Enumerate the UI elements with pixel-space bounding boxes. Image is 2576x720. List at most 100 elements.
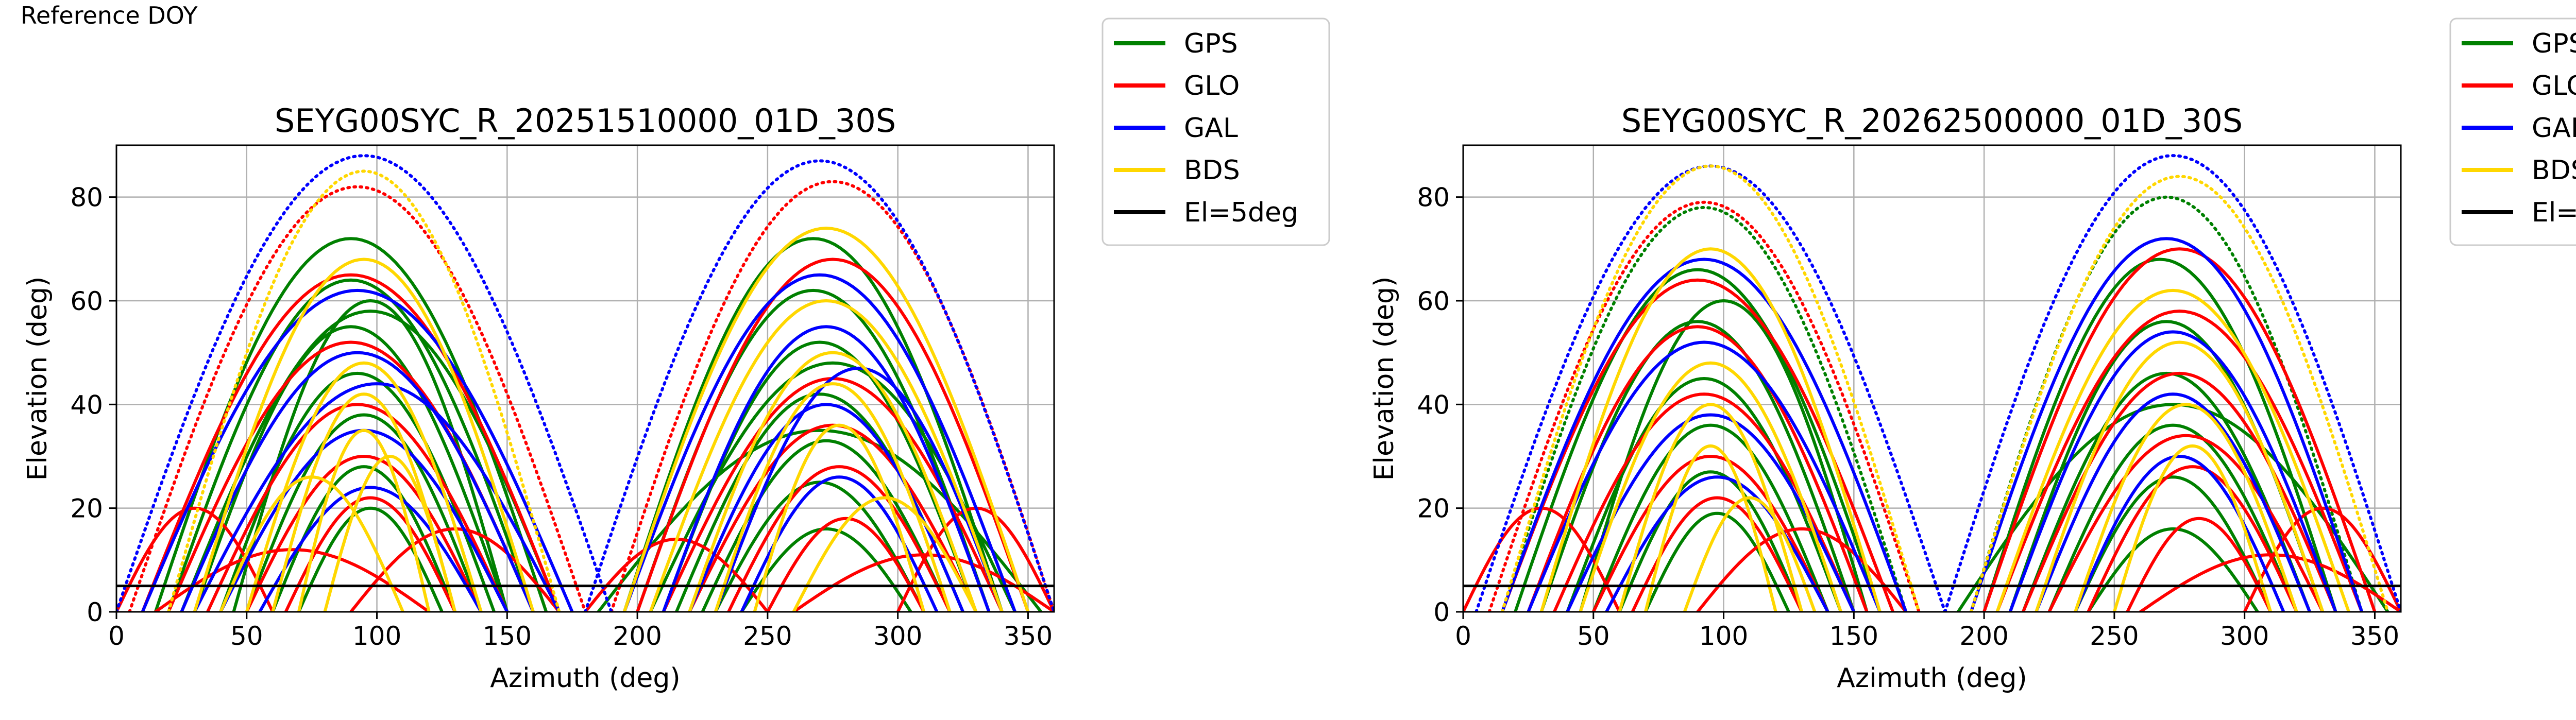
satellite-track [271, 392, 457, 612]
legend-label: GPS [1184, 28, 1238, 59]
satellite-track [1643, 444, 1777, 612]
satellite-track [245, 413, 483, 612]
satellite-track [1500, 164, 1921, 612]
y-axis-label: Elevation (deg) [1369, 277, 1400, 481]
satellite-track [219, 475, 405, 612]
satellite-track [1643, 511, 1790, 612]
plot-area [1463, 154, 2401, 612]
satellite-track [1579, 361, 1843, 612]
satellite-track [636, 258, 1030, 612]
y-tick-label: 20 [1417, 494, 1450, 524]
satellite-track [609, 180, 1054, 612]
satellite-track [1487, 200, 1921, 612]
x-tick-label: 300 [2220, 621, 2269, 651]
x-tick-label: 150 [483, 621, 532, 651]
series-gal [116, 154, 1054, 612]
satellite-track [1579, 299, 1869, 612]
y-tick-label: 40 [1417, 390, 1450, 420]
y-tick-label: 60 [1417, 286, 1450, 316]
x-tick-label: 200 [613, 621, 662, 651]
legend-label: GAL [2532, 113, 2576, 144]
satellite-track [688, 403, 965, 612]
series-bds [1500, 164, 2389, 612]
x-tick-label: 250 [743, 621, 792, 651]
satellite-track [1969, 237, 2364, 612]
satellite-track [1539, 247, 1882, 612]
chart-title: SEYG00SYC_R_20251510000_01D_30S [275, 102, 896, 140]
satellite-track [323, 454, 457, 612]
legend-label: GLO [1184, 71, 1240, 101]
satellite-track [2243, 506, 2401, 612]
x-tick-label: 250 [2090, 621, 2139, 651]
y-tick-label: 80 [1417, 183, 1450, 213]
figure-header: Reference DOY [21, 2, 198, 29]
satellite-track [662, 325, 991, 612]
satellite-track [116, 154, 613, 612]
satellite-track [714, 382, 952, 612]
series-bds [167, 169, 1030, 612]
y-tick-label: 20 [70, 494, 103, 524]
axes-frame [115, 144, 1055, 613]
x-tick-label: 150 [1829, 621, 1878, 651]
satellite-track [2021, 371, 2312, 612]
legend: GPS GLO GAL BDS El=5deg [2449, 18, 2576, 246]
x-axis-label: Azimuth (deg) [490, 663, 680, 694]
satellite-track [2047, 434, 2325, 612]
satellite-track [584, 159, 1054, 612]
satellite-track [1605, 475, 1829, 612]
satellite-track [766, 517, 926, 612]
satellite-track [1591, 423, 1829, 612]
satellite-track [2021, 371, 2337, 612]
y-tick-label: 0 [87, 597, 103, 627]
satellite-track [1982, 247, 2377, 612]
satellite-track [688, 351, 978, 612]
satellite-track [2035, 392, 2312, 612]
legend-label: GAL [1184, 113, 1238, 144]
satellite-track [245, 361, 483, 612]
y-axis-label: Elevation (deg) [22, 277, 53, 481]
legend-label: El=5deg [2532, 197, 2576, 228]
legend-label: GLO [2532, 71, 2576, 101]
satellite-track [1514, 268, 1882, 612]
satellite-track [2035, 340, 2325, 612]
satellite-track [2112, 444, 2273, 612]
legend-box [2449, 18, 2576, 246]
satellite-track [753, 423, 926, 612]
satellite-track [2126, 517, 2273, 612]
y-tick-label: 40 [70, 390, 103, 420]
satellite-track [740, 527, 912, 612]
satellite-track [141, 273, 561, 612]
x-tick-label: 300 [873, 621, 922, 651]
x-tick-label: 50 [1577, 621, 1610, 651]
satellite-track [1969, 175, 2389, 612]
y-tick-label: 60 [70, 286, 103, 316]
x-tick-label: 350 [2350, 621, 2399, 651]
satellite-track [2047, 423, 2298, 612]
satellite-track [1500, 258, 1908, 612]
x-tick-label: 100 [352, 621, 401, 651]
satellite-track [180, 351, 535, 612]
satellite-track [245, 454, 483, 612]
chart-panel-1: 0 50 100 150 200 250 300 350 0 20 40 60 80 SEYG00SYC_… [22, 18, 1330, 694]
legend-label: BDS [1184, 155, 1240, 186]
legend-label: GPS [2532, 28, 2576, 59]
series-glo [1463, 200, 2401, 612]
satellite-track [1696, 527, 1908, 612]
plot-area [116, 154, 1054, 612]
satellite-track [2074, 403, 2298, 612]
satellite-track [2087, 465, 2298, 612]
satellite-track [1591, 454, 1829, 612]
x-tick-label: 50 [230, 621, 263, 651]
x-tick-label: 100 [1699, 621, 1748, 651]
legend: GPS GLO GAL BDS El=5deg [1101, 18, 1330, 246]
legend-box [1101, 18, 1330, 246]
x-tick-label: 0 [108, 621, 125, 651]
y-tick-label: 80 [70, 183, 103, 213]
satellite-track [2139, 553, 2401, 612]
satellite-track [167, 278, 535, 612]
satellite-track [1618, 403, 1804, 612]
satellite-track [1500, 205, 1908, 612]
satellite-track [206, 403, 509, 612]
satellite-track [1618, 470, 1804, 612]
